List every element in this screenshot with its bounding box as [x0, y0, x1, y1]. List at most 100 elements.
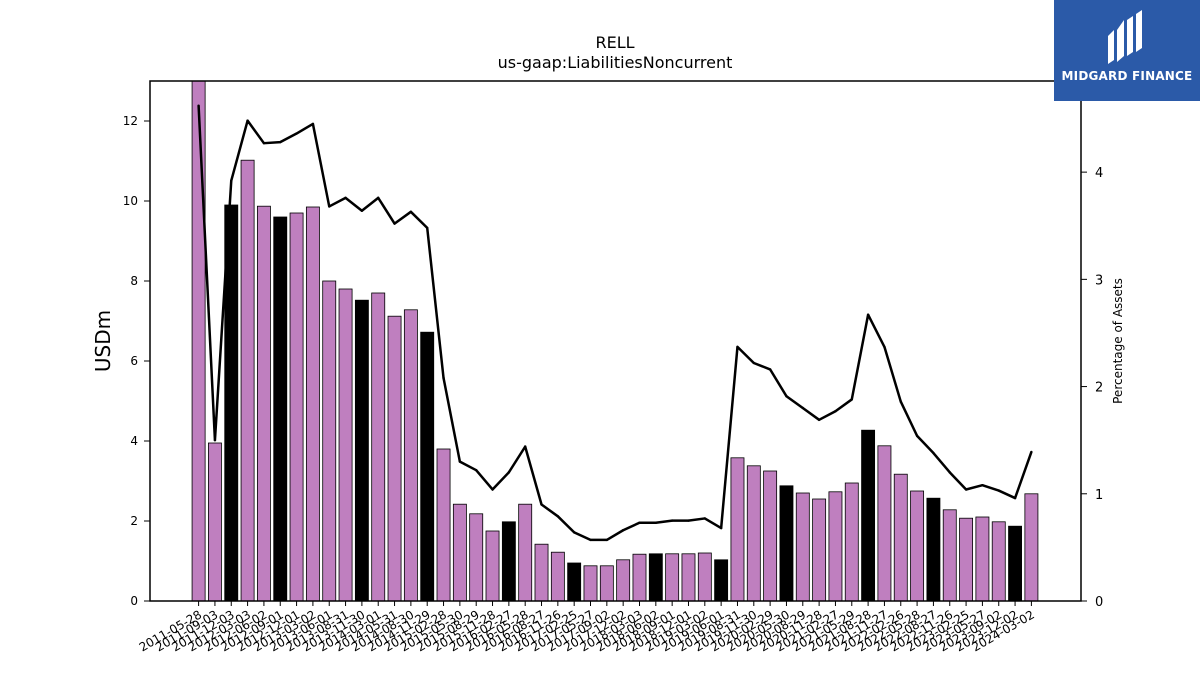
y2-axis-label: Percentage of Assets — [1111, 278, 1125, 404]
bar — [583, 565, 598, 602]
line-point — [899, 400, 902, 403]
chart-title: RELL — [595, 33, 634, 52]
line-point — [964, 488, 968, 491]
bar — [959, 517, 974, 602]
bar — [305, 206, 320, 602]
bar — [926, 497, 941, 602]
line-point — [442, 376, 445, 380]
bar — [567, 562, 582, 602]
line-point — [785, 395, 788, 398]
bar — [403, 309, 418, 602]
line-point — [1030, 450, 1033, 454]
line-point — [638, 521, 641, 524]
bar — [273, 216, 288, 602]
line-point — [230, 179, 233, 182]
line-point — [654, 521, 658, 524]
bar — [485, 530, 500, 602]
line-point — [736, 345, 739, 349]
line-point — [817, 418, 821, 421]
bar — [991, 521, 1006, 602]
y-tick-label: 10 — [123, 194, 138, 208]
bar — [240, 159, 255, 602]
line-point — [279, 140, 282, 144]
bar — [795, 492, 810, 602]
bar — [501, 521, 516, 602]
bar — [256, 205, 271, 602]
line-point — [540, 503, 543, 506]
line-point — [932, 451, 935, 455]
y2-tick-label: 4 — [1095, 166, 1103, 181]
bar — [469, 513, 484, 602]
line-point — [883, 345, 886, 349]
bar — [1008, 525, 1022, 602]
bar — [910, 490, 925, 602]
line-point — [834, 410, 837, 413]
bar — [289, 212, 304, 602]
line-point — [475, 469, 478, 472]
line-point — [850, 398, 853, 401]
line-point — [409, 210, 413, 213]
logo: MIDGARD FINANCE — [1054, 0, 1200, 101]
line-point — [1013, 496, 1017, 500]
bar — [207, 442, 222, 602]
bar — [191, 80, 206, 602]
bar — [861, 429, 876, 602]
line-path — [197, 105, 1033, 542]
line-point — [997, 489, 1000, 492]
line-point — [605, 538, 609, 542]
midgard-logo-icon — [1108, 10, 1142, 64]
y-tick-label: 2 — [130, 514, 138, 528]
line-point — [948, 471, 951, 474]
line-point — [197, 104, 200, 107]
bar — [763, 470, 778, 602]
bar — [779, 485, 794, 602]
line-point — [981, 484, 984, 487]
bar — [1024, 493, 1039, 602]
line-point — [344, 196, 347, 200]
line-point — [262, 141, 266, 145]
bar — [387, 315, 402, 602]
y-tick-label: 12 — [123, 114, 138, 128]
y-tick-label: 4 — [130, 434, 138, 448]
bar — [436, 448, 451, 602]
line-point — [556, 515, 560, 518]
chart-subtitle: us-gaap:LiabilitiesNoncurrent — [498, 53, 733, 72]
y2-tick-label: 2 — [1095, 381, 1103, 396]
y2-tick-label: 3 — [1095, 273, 1103, 288]
bar — [322, 280, 337, 602]
line-point — [801, 406, 804, 410]
bar — [632, 553, 647, 602]
bar — [975, 516, 990, 602]
line-point — [491, 488, 494, 491]
bar — [746, 465, 761, 602]
logo-text: MIDGARD FINANCE — [1061, 69, 1193, 83]
y-axis-left: 0 2 4 6 8 10 12 — [123, 114, 150, 608]
bar — [714, 559, 729, 602]
y-axis-label: USDm — [91, 310, 115, 372]
bar — [550, 551, 565, 602]
x-axis: 2011-05-282011-09-032011-12-032012-03-03… — [137, 601, 1037, 654]
bar — [730, 457, 745, 602]
bar — [452, 503, 467, 602]
line-point — [213, 438, 217, 442]
bar — [893, 473, 908, 602]
bar — [877, 445, 892, 602]
line-point — [768, 368, 772, 371]
y2-tick-label: 1 — [1095, 488, 1103, 503]
line-point — [246, 119, 249, 122]
line-point — [670, 519, 674, 522]
bar — [371, 292, 386, 602]
bar — [681, 553, 696, 602]
line-point — [426, 226, 429, 230]
bar — [828, 491, 843, 602]
line-point — [360, 209, 364, 212]
line-point — [719, 526, 723, 530]
bar — [942, 509, 957, 602]
bar — [354, 299, 369, 602]
plot-frame — [149, 80, 1082, 602]
bar — [534, 543, 549, 602]
y-axis-right: 0 1 2 3 4 — [1081, 166, 1103, 610]
y-tick-label: 8 — [130, 274, 138, 288]
line-point — [687, 519, 690, 522]
line-point — [393, 222, 396, 225]
